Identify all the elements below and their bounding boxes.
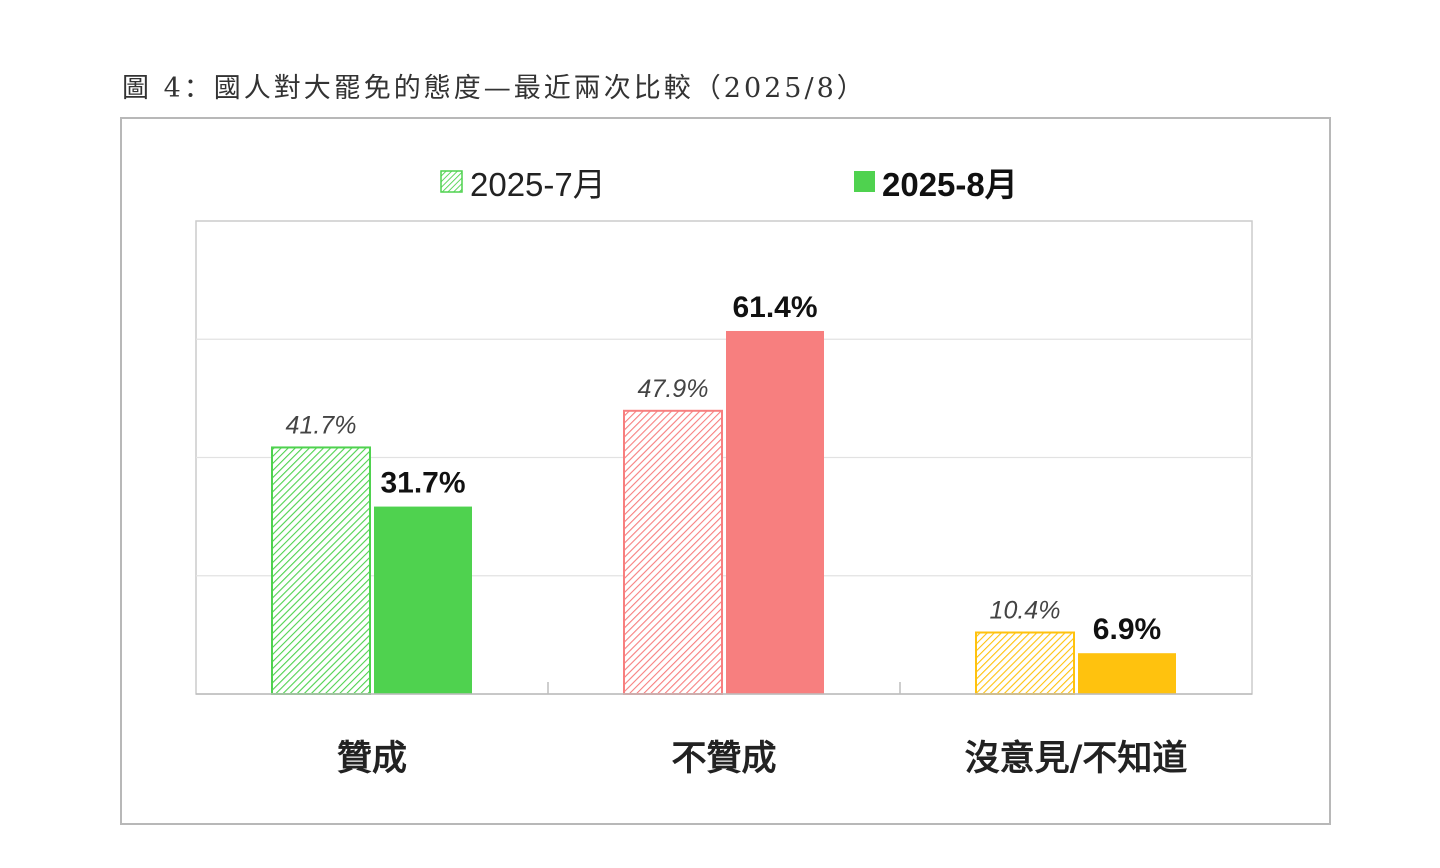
data-label-不贊成-2025-8月: 61.4% <box>732 291 817 324</box>
figure-title: 圖 4：國人對大罷免的態度—最近兩次比較（2025/8） <box>122 73 867 104</box>
legend-label-2025-8: 2025-8月 <box>882 166 1018 203</box>
bar-贊成-2025-7月 <box>271 446 371 696</box>
legend-label-2025-7: 2025-7月 <box>470 166 606 203</box>
x-axis-ticks <box>547 682 901 694</box>
data-label-沒意見-不知道-2025-8月: 6.9% <box>1093 613 1161 646</box>
category-labels: 贊成 不贊成 沒意見/不知道 <box>337 739 1187 779</box>
data-label-沒意見-不知道-2025-7月: 10.4% <box>990 597 1061 625</box>
bar-不贊成-2025-8月 <box>726 330 824 694</box>
plot-area: 41.7% 31.7% 47.9% 61.4% 10.4% 6.9% 贊成 不贊成 沒意見/不… <box>195 220 1253 779</box>
gridlines <box>196 338 1252 577</box>
bar-不贊成-2025-7月 <box>623 409 723 695</box>
bar-沒意見-不知道-2025-8月 <box>1078 653 1176 694</box>
category-label-贊成: 贊成 <box>337 739 407 779</box>
data-labels: 41.7% 31.7% 47.9% 61.4% 10.4% 6.9% <box>286 291 1162 646</box>
bar-沒意見-不知道-2025-7月 <box>975 631 1075 696</box>
bars <box>271 330 1176 696</box>
legend: 2025-7月 2025-8月 <box>440 166 1018 203</box>
legend-swatch-2025-7 <box>440 170 463 193</box>
category-label-不贊成: 不贊成 <box>671 739 776 779</box>
data-label-贊成-2025-8月: 31.7% <box>380 467 465 500</box>
data-label-贊成-2025-7月: 41.7% <box>286 411 357 439</box>
legend-swatch-2025-8 <box>854 171 875 192</box>
bar-贊成-2025-8月 <box>374 506 472 694</box>
chart-frame <box>120 117 1331 825</box>
category-label-沒意見-不知道: 沒意見/不知道 <box>965 739 1188 779</box>
data-label-不贊成-2025-7月: 47.9% <box>638 375 709 403</box>
